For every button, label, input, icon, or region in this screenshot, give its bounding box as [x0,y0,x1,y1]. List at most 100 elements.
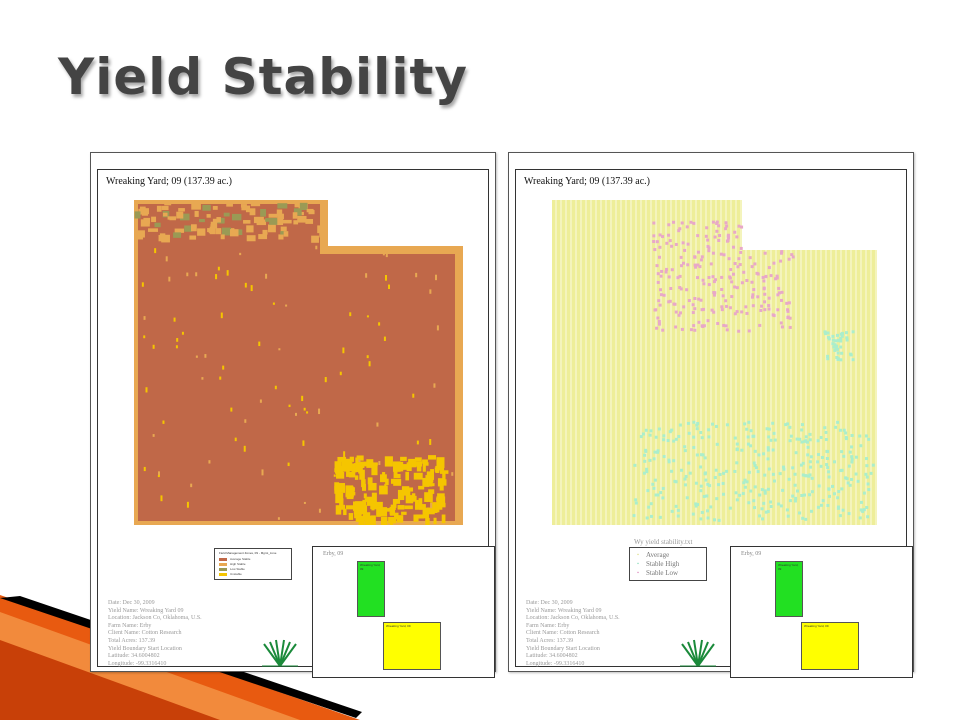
stability-cell [644,428,648,432]
stability-cell [700,436,704,440]
legend-label: Average Stable [230,557,251,562]
stability-cell [780,250,784,254]
field-info-block: Date: Dec 30, 2009 Yield Name: Wreaking … [526,600,676,668]
stability-cell [740,281,744,285]
stability-cell [738,263,742,267]
stability-cell [696,421,700,425]
stability-cell [825,463,829,467]
stability-cell [808,460,812,464]
stability-cell [771,313,775,317]
stability-cell [772,261,776,265]
zone-cell [179,213,190,221]
zone-cell [151,216,157,223]
stability-cell [867,437,871,441]
stability-cell [707,275,711,279]
stability-cell [712,291,716,295]
legend-row-average: ▪ Average [635,550,701,559]
stability-cell [658,515,662,519]
stability-cell [668,239,672,243]
stability-cell [771,448,775,452]
stability-cell [720,287,724,291]
stability-cell [685,225,689,229]
stability-cell [641,432,645,436]
zone-cell [243,445,246,452]
zone-cell [405,471,410,481]
zone-cell [246,235,256,242]
stability-cell [809,455,813,459]
stability-cell [639,435,643,439]
stability-cell [692,420,696,424]
stability-cell [865,505,869,509]
zone-cell [176,211,184,219]
zone-cell [335,492,344,504]
stability-cell [795,437,799,441]
stability-cell [721,492,725,496]
stability-cell [733,312,737,316]
stability-cell [712,293,716,297]
zone-cell [353,463,357,473]
stability-cell [682,305,686,309]
stability-cell [744,305,748,309]
stability-cell [733,285,737,289]
stability-cell [832,460,836,464]
stability-cell [836,351,840,355]
stability-cell [750,280,754,284]
stability-cell [676,276,680,280]
zone-cell [212,205,218,210]
stability-cell [788,316,792,320]
stability-cell [869,471,873,475]
zone-cell [302,440,305,446]
zone-cell [173,317,176,322]
stability-cell [693,255,697,259]
stability-cell [747,501,751,505]
zone-cell [226,200,233,207]
stability-cell [699,484,703,488]
stability-cell [696,276,700,280]
stability-cell [753,485,757,489]
zone-cell [173,232,182,238]
stability-cell [769,274,773,278]
stability-cell [701,278,705,282]
stability-cell [845,338,849,342]
stability-cell [677,313,681,317]
stability-cell [694,504,698,508]
stability-cell [742,481,746,485]
stability-cell [657,322,661,326]
stability-cell [707,283,711,287]
stability-cell [685,288,689,292]
info-boundary-start: Yield Boundary Start Location [108,645,182,652]
stability-cell [685,496,689,500]
stability-cell [691,512,695,516]
stability-legend-title: Wy yield stability.txt [634,538,693,546]
stability-cell [678,311,682,315]
zone-cell [210,221,218,229]
stability-cell [664,270,668,274]
zone-cell [387,457,390,460]
stability-cell [692,324,696,328]
zone-cell [345,485,354,497]
stability-cell [823,426,827,430]
stability-cell [733,469,737,473]
swoosh-dark-orange [0,640,220,720]
stability-cell [826,450,830,454]
zone-cell [371,492,377,503]
stability-cell [711,422,715,426]
stability-cell [680,221,684,225]
stability-cell [697,297,701,301]
stability-cell [710,308,714,312]
zone-cell [424,492,433,502]
stability-cell [695,423,699,427]
stability-cell [696,263,700,267]
zone-cell [408,458,417,468]
zone-cell [318,508,321,513]
zone-cell [276,217,284,226]
zone-cell [437,493,445,502]
zone-cell [141,208,149,215]
info-farm-name: Farm Name: Erby [108,622,152,629]
stability-cell [767,467,771,471]
stability-cell [701,453,705,457]
zone-cell [350,487,355,492]
stability-cell [715,229,719,233]
stability-cell [728,276,732,280]
stability-cell [794,451,798,455]
